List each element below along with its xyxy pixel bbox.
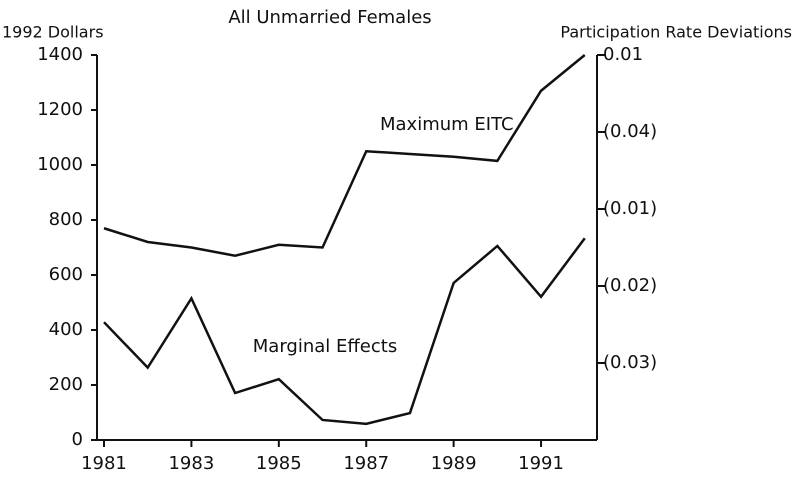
y-tick-label: 0: [72, 429, 83, 450]
y2-tick-label: (0.01): [603, 198, 657, 219]
x-tick-label: 1989: [431, 453, 477, 474]
x-tick-label: 1985: [256, 453, 302, 474]
y-tick-label: 200: [49, 374, 83, 395]
y-tick-label: 800: [49, 209, 83, 230]
y-tick-label: 400: [49, 319, 83, 340]
y2-axis-title: Participation Rate Deviations: [560, 23, 792, 42]
y-tick-label: 1400: [37, 44, 83, 65]
y-tick-label: 600: [49, 264, 83, 285]
y2-tick-label: (0.02): [603, 275, 657, 296]
y-axis-title: 1992 Dollars: [2, 23, 104, 42]
y2-tick-label: (0.04): [603, 121, 657, 142]
x-tick-label: 1987: [343, 453, 389, 474]
y-tick-label: 1200: [37, 99, 83, 120]
series-line: [103, 237, 586, 426]
y2-tick-label: 0.01: [603, 44, 643, 65]
x-tick-label: 1981: [81, 453, 127, 474]
y-tick-label: 1000: [37, 154, 83, 175]
x-tick-label: 1983: [168, 453, 214, 474]
chart-title: All Unmarried Females: [228, 7, 431, 28]
series-line: [103, 54, 586, 258]
y2-tick-label: (0.03): [603, 352, 657, 373]
series-label: Marginal Effects: [253, 336, 397, 357]
x-tick-label: 1991: [518, 453, 564, 474]
series-label: Maximum EITC: [380, 114, 514, 135]
